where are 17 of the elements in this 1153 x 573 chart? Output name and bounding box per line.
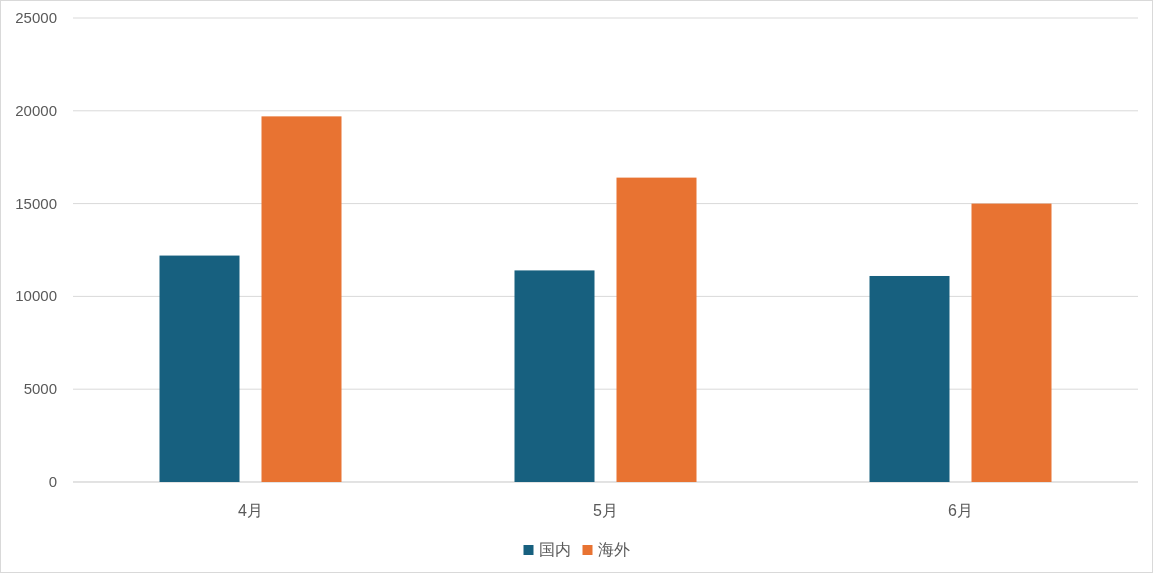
bar xyxy=(616,177,697,482)
bar xyxy=(514,270,595,482)
legend-label: 国内 xyxy=(538,541,571,558)
y-tick-label: 0 xyxy=(48,473,57,490)
bar xyxy=(869,275,950,482)
x-tick-label: 6月 xyxy=(948,502,973,519)
y-tick-label: 20000 xyxy=(15,101,57,119)
x-tick-label: 4月 xyxy=(238,502,263,519)
y-tick-label: 10000 xyxy=(15,287,57,305)
bar xyxy=(971,203,1052,482)
x-tick-label: 5月 xyxy=(593,502,618,519)
y-tick-label: 5000 xyxy=(23,380,57,398)
bar xyxy=(159,255,240,482)
y-tick-label: 25000 xyxy=(15,9,57,26)
legend-label: 海外 xyxy=(597,541,630,558)
bar xyxy=(261,116,342,482)
y-tick-label: 15000 xyxy=(15,194,57,212)
